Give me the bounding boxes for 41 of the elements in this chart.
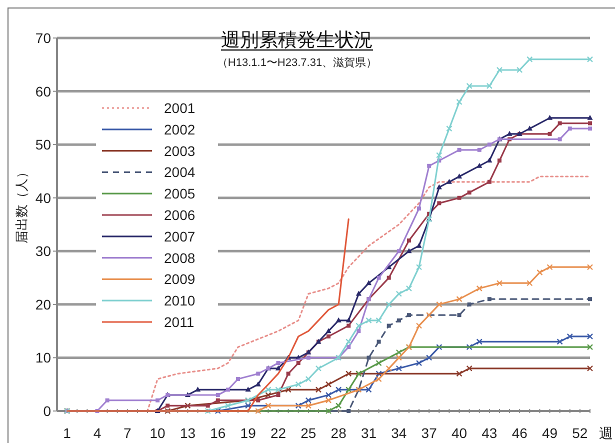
x-tick-label: 4 xyxy=(93,425,102,441)
legend-label: 2003 xyxy=(164,142,196,159)
legend-label: 2005 xyxy=(164,186,196,202)
x-tick-label: 13 xyxy=(180,425,196,441)
x-tick-label: 19 xyxy=(240,425,256,441)
y-tick-label: 70 xyxy=(35,30,52,46)
legend-label: 2006 xyxy=(164,207,196,223)
y-tick-label: 60 xyxy=(35,83,52,100)
legend-label: 2009 xyxy=(164,271,196,288)
y-tick-label: 0 xyxy=(43,403,52,419)
legend-label: 2002 xyxy=(164,121,196,138)
x-tick-label: 52 xyxy=(572,425,588,441)
x-tick-label: 49 xyxy=(542,425,558,441)
legend-label: 2011 xyxy=(164,314,194,330)
y-axis-title: 届出数（人） xyxy=(14,166,29,244)
x-tick-label: 43 xyxy=(482,425,498,441)
x-tick-label: 34 xyxy=(391,425,407,441)
y-tick-label: 10 xyxy=(35,350,52,366)
legend-label: 2008 xyxy=(164,250,196,266)
x-tick-label: 46 xyxy=(512,425,528,441)
legend-label: 2004 xyxy=(164,164,196,180)
x-tick-label: 31 xyxy=(360,425,377,441)
x-tick-label: 37 xyxy=(421,425,438,441)
x-axis-title: 週 xyxy=(599,425,613,441)
x-tick-label: 7 xyxy=(124,425,132,441)
x-tick-label: 28 xyxy=(330,425,347,441)
chart-title: 週別累積発生状況 xyxy=(221,30,373,51)
x-tick-label: 22 xyxy=(270,425,286,441)
x-tick-label: 1 xyxy=(63,425,72,441)
legend-label: 2010 xyxy=(164,292,196,309)
x-tick-label: 40 xyxy=(451,425,468,441)
x-tick-label: 16 xyxy=(210,425,226,441)
y-tick-label: 40 xyxy=(35,190,52,206)
text: （H13.1.1〜H23.7.31、滋賀県） xyxy=(216,57,378,69)
y-tick-label: 20 xyxy=(35,296,52,312)
legend-label: 2007 xyxy=(164,228,196,244)
y-tick-label: 50 xyxy=(35,136,52,153)
y-tick-label: 30 xyxy=(35,243,52,260)
x-tick-label: 25 xyxy=(300,425,316,441)
x-tick-label: 10 xyxy=(150,425,166,441)
legend-label: 2001 xyxy=(164,100,196,116)
